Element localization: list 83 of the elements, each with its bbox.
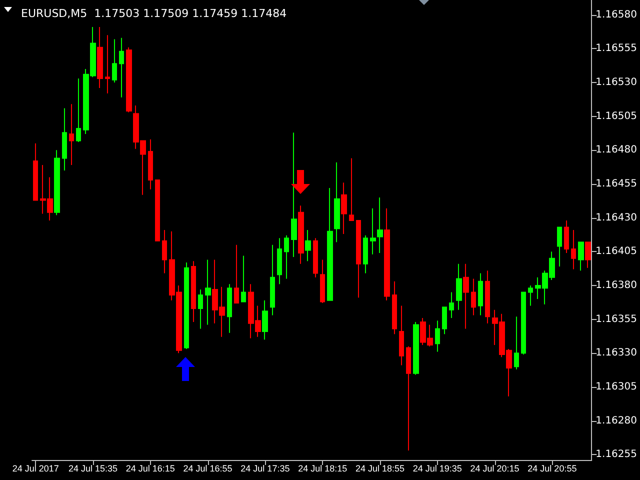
- candlestick: [291, 132, 297, 258]
- y-tick-label: 1.16380: [596, 280, 638, 291]
- candlestick: [341, 182, 347, 235]
- candlestick: [463, 263, 469, 330]
- x-tick-label: 24 Jul 19:35: [412, 464, 462, 474]
- x-tick-label: 24 Jul 15:35: [68, 464, 118, 474]
- candlestick: [184, 262, 189, 350]
- x-tick-label: 24 Jul 18:15: [298, 464, 348, 474]
- candlestick: [298, 205, 304, 264]
- candlestick: [234, 244, 239, 304]
- y-tick-label: 1.16455: [596, 178, 638, 190]
- candlestick: [277, 238, 282, 285]
- y-tick-label: 1.16555: [596, 43, 638, 54]
- y-tick-label: 1.16405: [596, 246, 638, 258]
- candlestick: [456, 263, 462, 310]
- x-tick-label: 24 Jul 17:35: [240, 464, 290, 474]
- candlestick: [370, 208, 376, 255]
- candlestick: [262, 300, 268, 340]
- candlestick: [334, 162, 340, 243]
- text: EURUSD,M5 1.17503 1.17509 1.17459 1.17484: [21, 7, 287, 20]
- x-tick-label: 24 Jul 20:15: [470, 464, 520, 474]
- y-tick-label: 1.16480: [596, 144, 638, 156]
- candlestick: [384, 208, 390, 301]
- candlestick: [148, 138, 153, 190]
- y-tick-label: 1.16280: [596, 415, 638, 426]
- candlestick: [528, 284, 533, 306]
- candlestick: [514, 316, 519, 370]
- candlestick: [320, 259, 325, 304]
- y-tick-label: 1.16505: [596, 110, 638, 122]
- candlestick: [571, 230, 576, 270]
- candlestick: [478, 272, 483, 316]
- y-tick-label: 1.16330: [596, 348, 638, 359]
- y-tick-label: 1.16430: [596, 212, 638, 224]
- candlestick: [471, 278, 476, 316]
- y-tick-label: 1.16580: [596, 9, 638, 20]
- x-tick-label: 24 Jul 16:55: [183, 464, 232, 474]
- y-tick-label: 1.16530: [596, 77, 638, 88]
- y-tick-label: 1.16355: [596, 314, 638, 325]
- candlestick: [449, 292, 454, 318]
- candlestick: [585, 242, 591, 268]
- candlestick: [241, 255, 246, 302]
- candlestick: [155, 179, 160, 242]
- candlestick: [126, 46, 132, 113]
- candlestick: [485, 270, 490, 324]
- candlestick: [69, 104, 74, 166]
- candlestick: [578, 242, 584, 272]
- candlestick: [442, 306, 447, 335]
- candlestick: [557, 226, 562, 268]
- candlestick: [363, 234, 368, 274]
- candlestick: [105, 34, 110, 94]
- candlestick: [112, 38, 117, 84]
- candlestick: [435, 320, 440, 352]
- candlestick: [313, 238, 318, 278]
- y-tick-label: 1.16255: [596, 449, 638, 460]
- candlestick: [406, 346, 411, 452]
- candlestick: [356, 220, 361, 298]
- candlestick: [162, 230, 167, 274]
- y-tick-label: 1.16305: [596, 381, 638, 392]
- candlestick: [392, 280, 397, 335]
- candlestick: [191, 260, 196, 322]
- candlestick: [270, 244, 275, 316]
- candlestick: [564, 220, 569, 254]
- candlestick: [62, 108, 67, 171]
- x-tick-label: 24 Jul 20:55: [528, 464, 577, 474]
- candlestick: [349, 158, 354, 222]
- candlestick: [284, 234, 289, 280]
- candlestick: [54, 150, 60, 216]
- candlestick: [399, 305, 404, 366]
- x-tick-label: 24 Jul 2017: [12, 464, 59, 474]
- candlestick: [198, 289, 203, 330]
- x-tick-label: 24 Jul 16:15: [126, 464, 175, 474]
- candlestick: [205, 259, 211, 326]
- candlestick: [377, 197, 383, 254]
- candlestick: [119, 37, 124, 98]
- candlestick: [305, 230, 311, 262]
- candlestick: [521, 292, 526, 355]
- candlestick: [413, 322, 419, 376]
- candlestick: [227, 284, 232, 334]
- candlestick: [97, 26, 103, 88]
- candlestick: [327, 188, 333, 301]
- x-tick-label: 24 Jul 18:55: [355, 464, 405, 474]
- candlestick: [33, 142, 38, 201]
- candlestick: [76, 78, 81, 143]
